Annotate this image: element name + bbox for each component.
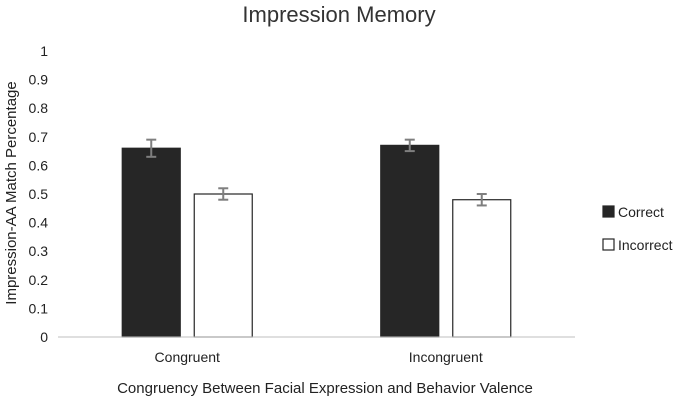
category-labels: Congruent Incongruent (155, 349, 483, 365)
y-tick-label: 0.2 (29, 272, 49, 288)
y-tick-label: 0.6 (29, 157, 49, 173)
y-tick-label: 0.7 (29, 129, 49, 145)
x-axis-label: Congruency Between Facial Expression and… (117, 380, 533, 397)
legend: Correct Incorrect (602, 204, 673, 253)
legend-item: Incorrect (602, 237, 673, 253)
bar-correct-congruent (121, 147, 181, 338)
legend-swatch (602, 205, 615, 218)
y-axis-label: Impression-AA Match Percentage (3, 81, 20, 304)
y-tick-label: 0.8 (29, 100, 49, 116)
y-tick-label: 0.1 (29, 300, 49, 316)
y-tick-label: 0.4 (29, 215, 49, 231)
bars (121, 144, 512, 338)
error-bar (146, 138, 157, 158)
legend-swatch (602, 238, 615, 251)
category-label: Congruent (155, 349, 220, 365)
y-tick-label: 0.3 (29, 243, 49, 259)
category-label: Incongruent (409, 349, 483, 365)
y-tick-label: 1 (40, 43, 48, 59)
bar-incorrect-incongruent (452, 199, 512, 338)
y-tick-label: 0.5 (29, 186, 49, 202)
bar-incorrect-congruent (193, 193, 253, 338)
error-bars (146, 138, 487, 207)
y-tick-label: 0 (40, 329, 48, 345)
chart-title: Impression Memory (242, 2, 435, 27)
error-bar (404, 138, 415, 153)
error-bar (218, 187, 229, 201)
y-axis-ticks: 0 0.1 0.2 0.3 0.4 0.5 0.6 0.7 0.8 0.9 1 (29, 43, 49, 345)
error-bar (476, 193, 487, 207)
legend-item: Correct (602, 204, 664, 220)
legend-label: Incorrect (618, 237, 673, 253)
bar-correct-incongruent (380, 144, 440, 338)
legend-label: Correct (618, 204, 664, 220)
y-tick-label: 0.9 (29, 72, 49, 88)
